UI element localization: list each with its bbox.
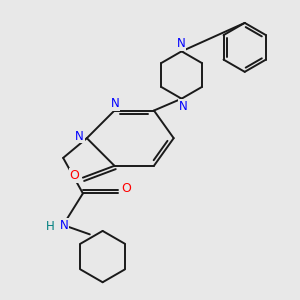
Text: N: N [75, 130, 84, 143]
Text: N: N [178, 100, 187, 113]
Text: N: N [111, 97, 120, 110]
Text: N: N [60, 218, 68, 232]
Text: O: O [69, 169, 79, 182]
Text: H: H [46, 220, 55, 233]
Text: O: O [122, 182, 131, 195]
Text: N: N [176, 37, 185, 50]
